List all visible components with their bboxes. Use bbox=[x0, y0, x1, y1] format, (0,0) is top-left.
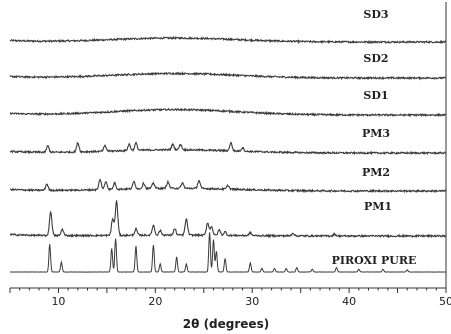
series-line bbox=[9, 35, 447, 45]
x-ticks-group: 10 20 30 40 50 bbox=[9, 288, 451, 308]
x-axis-label: 2θ (degrees) bbox=[183, 317, 269, 331]
series-line bbox=[9, 232, 446, 273]
x-tick-label: 10 bbox=[51, 295, 65, 308]
x-tick-label: 50 bbox=[439, 295, 451, 308]
series-label: SD2 bbox=[363, 52, 388, 65]
series-line bbox=[9, 107, 447, 118]
x-axis: 10 20 30 40 50 bbox=[9, 2, 451, 308]
series-line bbox=[9, 178, 447, 194]
series-label: SD1 bbox=[363, 89, 388, 102]
series-label: PM2 bbox=[362, 166, 390, 179]
series-label: PIROXI PURE bbox=[332, 254, 417, 267]
x-tick-label: 40 bbox=[342, 295, 356, 308]
series-label: PM3 bbox=[362, 127, 390, 140]
x-tick-label: 30 bbox=[245, 295, 259, 308]
series-line bbox=[9, 141, 447, 156]
x-tick-label: 20 bbox=[148, 295, 162, 308]
series-line bbox=[9, 200, 447, 239]
traces-group bbox=[9, 35, 447, 273]
series-labels-group: SD3 SD2 SD1 PM3 PM2 PM1 PIROXI PURE bbox=[332, 8, 417, 267]
series-label: PM1 bbox=[364, 200, 392, 213]
series-line bbox=[9, 70, 447, 81]
series-label: SD3 bbox=[363, 8, 388, 21]
